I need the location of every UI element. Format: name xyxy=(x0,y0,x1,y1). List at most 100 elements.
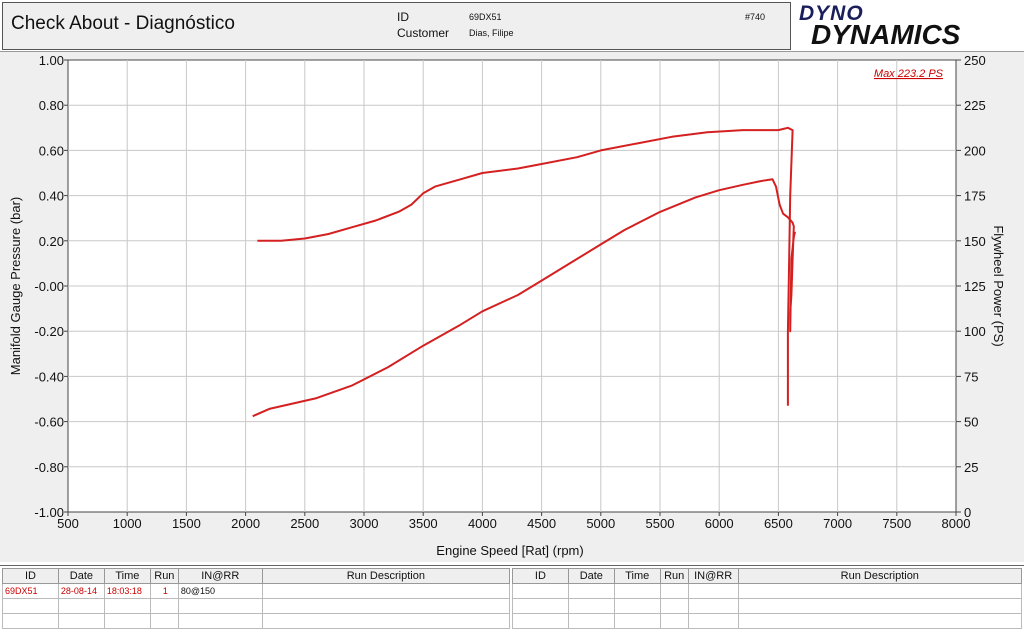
table-row[interactable] xyxy=(2,613,511,629)
table-cell xyxy=(261,583,511,599)
table-cell: 69DX51 xyxy=(2,583,59,599)
table-row[interactable] xyxy=(512,598,1023,614)
table-row[interactable] xyxy=(2,598,511,614)
y-left-tick-label: -0.40 xyxy=(34,369,64,384)
x-tick-label: 7000 xyxy=(823,516,852,531)
table-cell xyxy=(687,613,739,629)
y-right-tick-label: 75 xyxy=(964,369,978,384)
table-cell xyxy=(57,613,105,629)
y-right-tick-label: 0 xyxy=(964,505,971,520)
column-header[interactable]: IN@RR xyxy=(687,568,739,584)
x-tick-label: 4000 xyxy=(468,516,497,531)
y-left-tick-label: 0.80 xyxy=(39,98,64,113)
x-tick-label: 2000 xyxy=(231,516,260,531)
table-cell xyxy=(57,598,105,614)
table-cell xyxy=(149,598,179,614)
y-right-tick-label: 175 xyxy=(964,189,986,204)
table-cell xyxy=(613,583,661,599)
y-left-tick-label: -1.00 xyxy=(34,505,64,520)
y-left-tick-label: -0.80 xyxy=(34,460,64,475)
flywheel-power-line xyxy=(252,178,796,418)
customer-value: Dias, Filipe xyxy=(469,28,514,38)
table-cell xyxy=(659,613,689,629)
x-tick-label: 500 xyxy=(57,516,79,531)
column-header[interactable]: Run xyxy=(659,568,689,584)
page-title: Check About - Diagnóstico xyxy=(11,13,235,34)
y-right-tick-label: 150 xyxy=(964,234,986,249)
y-left-tick-label: 1.00 xyxy=(39,53,64,68)
x-tick-label: 1500 xyxy=(172,516,201,531)
column-header[interactable]: Run Description xyxy=(261,568,511,584)
dyno-chart: 500 1000 1500 2000 2500 3000 3500 4000 4500 5000 5… xyxy=(8,53,1006,558)
y-right-tick-label: 200 xyxy=(964,143,986,158)
column-header[interactable]: Date xyxy=(57,568,105,584)
y-right-tick-label: 50 xyxy=(964,415,978,430)
column-header[interactable]: Run xyxy=(149,568,179,584)
table-cell xyxy=(177,598,263,614)
x-tick-label: 4500 xyxy=(527,516,556,531)
y-left-tick-label: -0.00 xyxy=(34,279,64,294)
x-tick-label: 2500 xyxy=(290,516,319,531)
table-cell xyxy=(512,613,569,629)
y-right-tick-label: 250 xyxy=(964,53,986,68)
table-cell xyxy=(613,598,661,614)
chart-panel: 500 1000 1500 2000 2500 3000 3500 4000 4500 5000 5… xyxy=(0,52,1024,562)
table-row[interactable] xyxy=(512,613,1023,629)
run-table-right: ID Date Time Run IN@RR Run Description xyxy=(512,568,1023,629)
table-cell xyxy=(567,583,615,599)
dyno-dynamics-logo: DYNO DYNAMICS xyxy=(790,2,1022,50)
x-tick-label: 6000 xyxy=(705,516,734,531)
x-tick-label: 5000 xyxy=(586,516,615,531)
table-cell xyxy=(2,613,59,629)
record-number: #740 xyxy=(745,12,766,22)
header-bar: Check About - Diagnóstico ID 69DX51 Cust… xyxy=(0,0,1024,52)
y-left-tick-label: 0.60 xyxy=(39,143,64,158)
table-cell xyxy=(659,583,689,599)
table-cell xyxy=(149,613,179,629)
table-cell xyxy=(103,598,151,614)
table-cell xyxy=(2,598,59,614)
table-cell xyxy=(737,598,1023,614)
table-row[interactable] xyxy=(512,583,1023,599)
y-axis-right-label: Flywheel Power (PS) xyxy=(991,225,1006,346)
table-cell xyxy=(659,598,689,614)
x-tick-label: 8000 xyxy=(942,516,971,531)
table-cell: 80@150 xyxy=(177,583,263,599)
table-cell: 1 xyxy=(149,583,179,599)
logo-text-top: DYNO xyxy=(799,2,864,25)
table-cell: 18:03:18 xyxy=(103,583,151,599)
column-header[interactable]: Time xyxy=(103,568,151,584)
x-tick-label: 7500 xyxy=(882,516,911,531)
table-cell xyxy=(567,613,615,629)
logo-text-bottom: DYNAMICS xyxy=(811,19,961,50)
x-tick-label: 6500 xyxy=(764,516,793,531)
table-cell xyxy=(687,583,739,599)
manifold-pressure-line xyxy=(257,126,794,406)
x-tick-label: 3000 xyxy=(350,516,379,531)
table-cell xyxy=(567,598,615,614)
column-header[interactable]: Time xyxy=(613,568,661,584)
column-header[interactable]: ID xyxy=(2,568,59,584)
table-row[interactable]: 69DX51 28-08-14 18:03:18 1 80@150 xyxy=(2,583,511,599)
id-label: ID xyxy=(397,10,409,24)
table-cell xyxy=(512,598,569,614)
column-header[interactable]: IN@RR xyxy=(177,568,263,584)
table-cell xyxy=(512,583,569,599)
column-header[interactable]: Run Description xyxy=(737,568,1023,584)
table-header-row: ID Date Time Run IN@RR Run Description xyxy=(512,568,1023,584)
run-table-left: ID Date Time Run IN@RR Run Description 69DX51 2… xyxy=(2,568,511,629)
column-header[interactable]: Date xyxy=(567,568,615,584)
table-cell xyxy=(737,583,1023,599)
table-cell xyxy=(687,598,739,614)
y-left-tick-label: -0.20 xyxy=(34,324,64,339)
table-cell xyxy=(261,613,511,629)
y-right-tick-label: 125 xyxy=(964,279,986,294)
y-left-tick-label: -0.60 xyxy=(34,415,64,430)
table-cell xyxy=(613,613,661,629)
table-header-row: ID Date Time Run IN@RR Run Description xyxy=(2,568,511,584)
y-left-tick-label: 0.20 xyxy=(39,234,64,249)
column-header[interactable]: ID xyxy=(512,568,569,584)
table-cell xyxy=(177,613,263,629)
x-tick-label: 5500 xyxy=(646,516,675,531)
max-power-annotation: Max 223.2 PS xyxy=(874,68,944,80)
